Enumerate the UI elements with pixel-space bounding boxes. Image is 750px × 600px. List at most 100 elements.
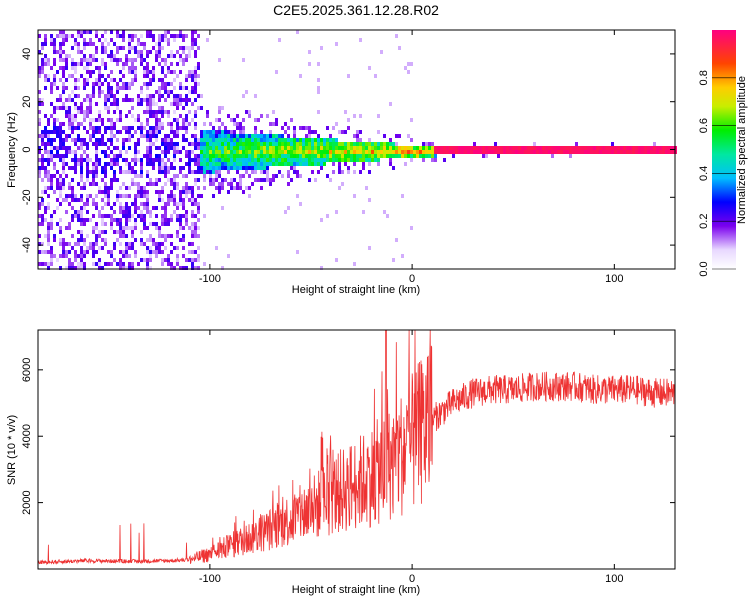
heatmap-cell <box>185 150 188 154</box>
heatmap-cell <box>83 126 86 130</box>
heatmap-cell <box>143 46 146 50</box>
heatmap-cell <box>146 98 149 102</box>
heatmap-cell <box>170 146 173 150</box>
heatmap-cell <box>68 150 71 154</box>
heatmap-cell <box>71 234 74 238</box>
heatmap-cell <box>98 66 101 70</box>
heatmap-cell <box>227 254 230 258</box>
heatmap-cell <box>269 182 272 186</box>
heatmap-cell <box>116 198 119 202</box>
heatmap-cell <box>443 146 446 150</box>
heatmap-cell <box>338 130 341 134</box>
heatmap-cell <box>212 158 215 162</box>
heatmap-cell <box>173 142 176 146</box>
heatmap-cell <box>92 174 95 178</box>
heatmap-cell <box>203 146 206 150</box>
heatmap-cell <box>110 206 113 210</box>
colorbar-label: Normalized spectral amplitude <box>736 76 748 224</box>
heatmap-cell <box>92 262 95 266</box>
heatmap-cell <box>53 38 56 42</box>
heatmap-cell <box>197 206 200 210</box>
heatmap-cell <box>329 146 332 150</box>
heatmap-cell <box>128 42 131 46</box>
heatmap-cell <box>143 134 146 138</box>
heatmap-cell <box>161 190 164 194</box>
heatmap-cell <box>167 94 170 98</box>
heatmap-cell <box>47 230 50 234</box>
heatmap-cell <box>104 66 107 70</box>
heatmap-cell <box>389 154 392 158</box>
heatmap-cell <box>53 190 56 194</box>
heatmap-cell <box>290 178 293 182</box>
heatmap-cell <box>161 70 164 74</box>
heatmap-cell <box>389 146 392 150</box>
heatmap-cell <box>62 50 65 54</box>
heatmap-cell <box>227 170 230 174</box>
heatmap-cell <box>302 162 305 166</box>
heatmap-cell <box>533 150 536 154</box>
heatmap-cell <box>110 90 113 94</box>
heatmap-cell <box>74 166 77 170</box>
heatmap-cell <box>167 138 170 142</box>
heatmap-cell <box>56 186 59 190</box>
heatmap-cell <box>158 162 161 166</box>
heatmap-cell <box>113 42 116 46</box>
heatmap-cell <box>359 158 362 162</box>
heatmap-cell <box>140 174 143 178</box>
heatmap-cell <box>197 154 200 158</box>
heatmap-cell <box>197 226 200 230</box>
heatmap-cell <box>74 154 77 158</box>
heatmap-cell <box>164 134 167 138</box>
heatmap-cell <box>239 146 242 150</box>
heatmap-cell <box>77 182 80 186</box>
heatmap-cell <box>233 146 236 150</box>
heatmap-cell <box>344 130 347 134</box>
heatmap-cell <box>260 142 263 146</box>
heatmap-cell <box>275 154 278 158</box>
heatmap-cell <box>311 142 314 146</box>
heatmap-cell <box>68 134 71 138</box>
heatmap-cell <box>503 146 506 150</box>
heatmap-cell <box>104 106 107 110</box>
heatmap-cell <box>167 54 170 58</box>
heatmap-cell <box>41 46 44 50</box>
heatmap-cell <box>74 106 77 110</box>
heatmap-cell <box>125 218 128 222</box>
heatmap-cell <box>362 154 365 158</box>
heatmap-cell <box>215 186 218 190</box>
heatmap-cell <box>149 82 152 86</box>
heatmap-cell <box>113 230 116 234</box>
heatmap-cell <box>197 138 200 142</box>
heatmap-cell <box>668 146 671 150</box>
heatmap-cell <box>122 234 125 238</box>
heatmap-cell <box>236 162 239 166</box>
heatmap-cell <box>119 170 122 174</box>
heatmap-cell <box>146 238 149 242</box>
heatmap-cell <box>125 138 128 142</box>
heatmap-cell <box>149 266 152 270</box>
heatmap-cell <box>569 154 572 158</box>
heatmap-cell <box>557 146 560 150</box>
heatmap-cell <box>170 178 173 182</box>
heatmap-cell <box>80 198 83 202</box>
heatmap-cell <box>158 146 161 150</box>
heatmap-cell <box>656 146 659 150</box>
heatmap-cell <box>182 166 185 170</box>
heatmap-cell <box>515 150 518 154</box>
snr-y-axis-title: SNR (10 * v/v) <box>6 415 18 485</box>
heatmap-cell <box>422 142 425 146</box>
heatmap-cell <box>146 190 149 194</box>
heatmap-cell <box>317 150 320 154</box>
heatmap-cell <box>68 122 71 126</box>
heatmap-cell <box>203 174 206 178</box>
heatmap-cell <box>101 246 104 250</box>
heatmap-cell <box>383 154 386 158</box>
heatmap-cell <box>215 158 218 162</box>
heatmap-cell <box>80 210 83 214</box>
heatmap-cell <box>59 138 62 142</box>
heatmap-cell <box>152 134 155 138</box>
heatmap-cell <box>128 210 131 214</box>
heatmap-cell <box>245 150 248 154</box>
heatmap-cell <box>242 158 245 162</box>
heatmap-cell <box>404 146 407 150</box>
